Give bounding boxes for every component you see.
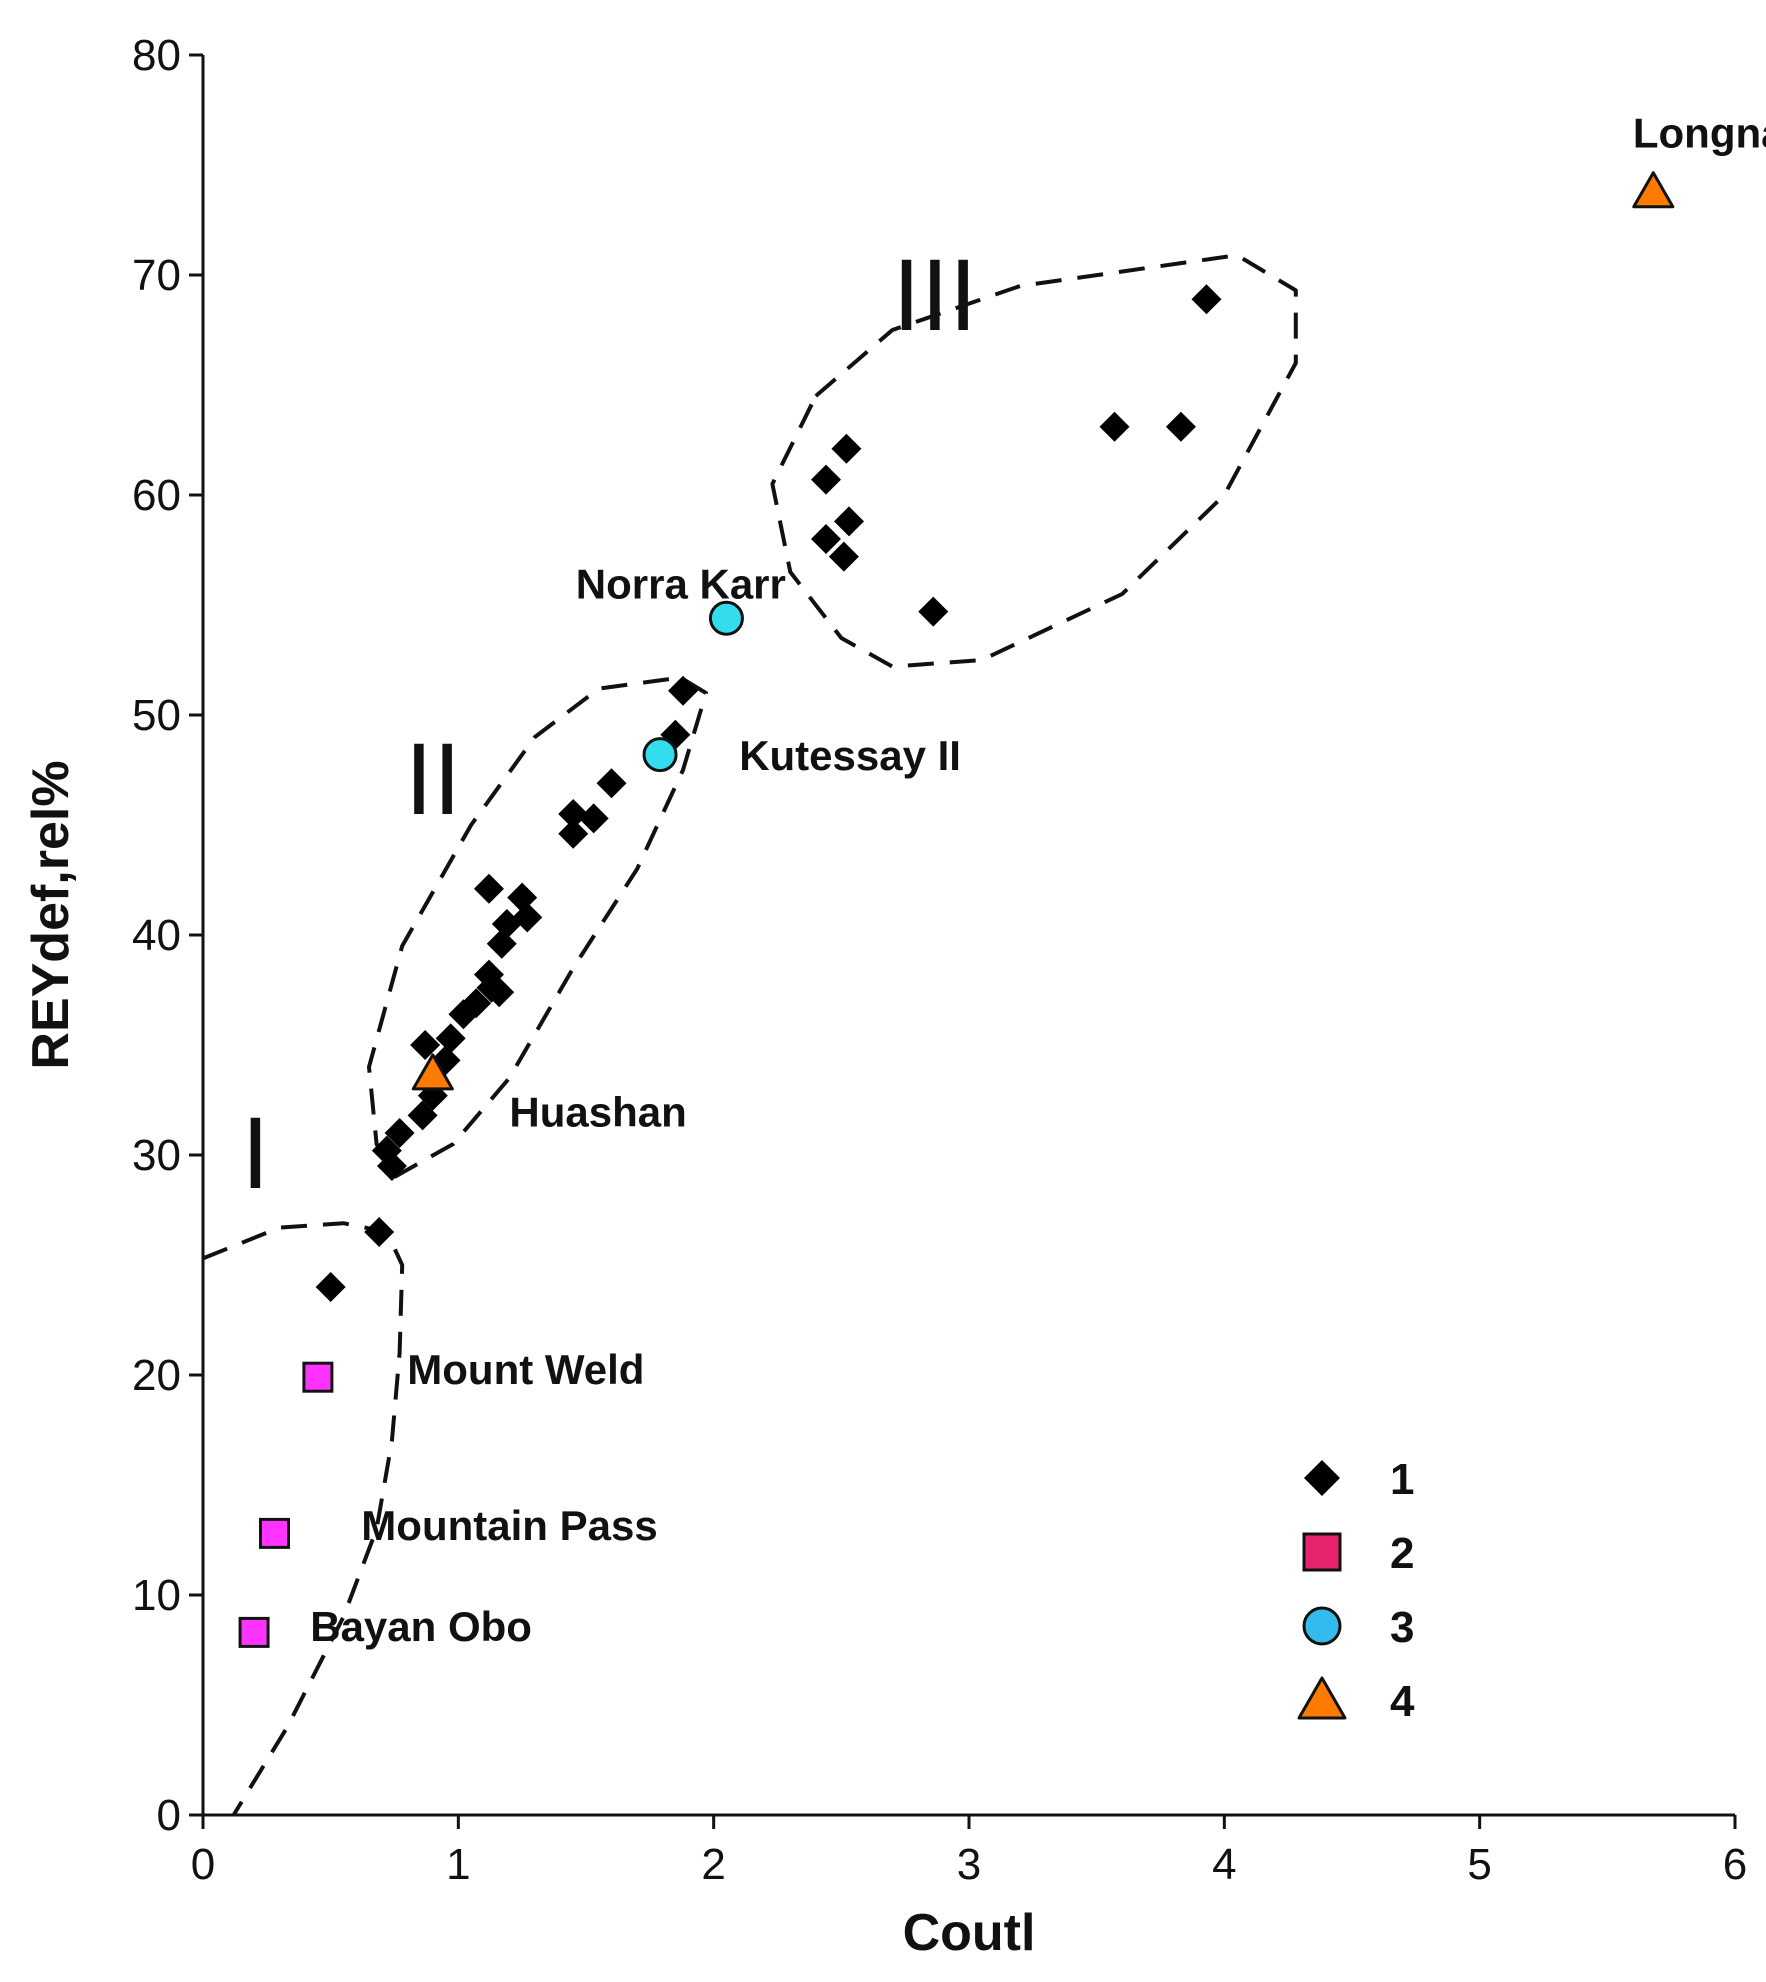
series-2-point — [238, 1616, 270, 1648]
series-4-point — [1632, 171, 1675, 209]
series-4-point — [411, 1053, 454, 1091]
x-tick-label: 0 — [191, 1840, 215, 1889]
region-I-boundary — [202, 1221, 405, 1817]
series-1-point — [811, 464, 842, 495]
series-1-point — [461, 988, 492, 1019]
series-1-point — [315, 1272, 346, 1302]
y-tick-label: 0 — [157, 1791, 181, 1840]
series-1-point — [435, 1023, 466, 1054]
annotation-label: Mountain Pass — [361, 1502, 657, 1549]
series-1-point — [668, 675, 699, 706]
x-axis-title: Coutl — [903, 1904, 1036, 1962]
x-tick-label: 4 — [1212, 1840, 1236, 1889]
series-1-point — [558, 818, 589, 849]
legend: 1 2 3 4 — [1297, 1455, 1415, 1726]
series-1-point — [410, 1030, 441, 1060]
annotation-label: Bayan Obo — [310, 1603, 532, 1650]
series-1-point — [384, 1118, 415, 1148]
series-1-point — [507, 882, 538, 913]
series-1-point — [578, 803, 609, 834]
legend-marker-2 — [1302, 1532, 1342, 1572]
y-tick-label: 20 — [132, 1351, 181, 1400]
region-III-label: III — [892, 241, 977, 353]
series-1-point — [596, 768, 627, 799]
x-tick-label: 2 — [701, 1840, 725, 1889]
annotation-label: Longnan — [1633, 109, 1766, 156]
series-1-point — [1191, 284, 1222, 315]
region-II-label: II — [405, 725, 462, 837]
legend-marker-3 — [1302, 1606, 1342, 1646]
annotation-label: Kutessay II — [739, 732, 961, 779]
point-annotations: Longnan Norra Karr Kutessay II Huashan Mount… — [310, 109, 1766, 1650]
legend-marker-1 — [1304, 1460, 1340, 1496]
region-III-boundary — [770, 253, 1298, 669]
y-tick-label: 30 — [132, 1131, 181, 1180]
series-3-point — [708, 600, 744, 636]
series-1-point — [558, 799, 589, 829]
series-1-point — [371, 1135, 402, 1166]
y-tick-label: 10 — [132, 1571, 181, 1620]
series-1-point — [833, 506, 864, 537]
series-1-point — [364, 1217, 395, 1247]
y-tick-label: 40 — [132, 911, 181, 960]
series-1-point — [1099, 411, 1130, 442]
x-tick-label: 1 — [446, 1840, 470, 1889]
region-I-label: I — [241, 1099, 269, 1211]
series-2-point — [302, 1361, 334, 1393]
legend-label-1: 1 — [1390, 1455, 1414, 1504]
annotation-label: Mount Weld — [407, 1346, 644, 1393]
series-1-point — [828, 541, 859, 572]
region-II-boundary — [367, 675, 708, 1179]
annotation-label: Norra Karr — [576, 560, 786, 607]
y-tick-label: 80 — [132, 31, 181, 80]
data-points — [238, 171, 1675, 1648]
y-tick-label: 70 — [132, 251, 181, 300]
series-1-point — [407, 1100, 438, 1131]
series-1-point — [1165, 411, 1196, 442]
series-2-point — [258, 1517, 290, 1549]
series-1-point — [918, 596, 949, 627]
y-tick-label: 60 — [132, 471, 181, 520]
x-tick-label: 5 — [1467, 1840, 1491, 1889]
y-axis-title: REYdef,rel% — [22, 760, 80, 1069]
series-1-point — [473, 959, 504, 990]
x-tick-label: 3 — [957, 1840, 981, 1889]
legend-marker-4 — [1297, 1676, 1347, 1720]
series-1-point — [811, 524, 842, 554]
series-1-point — [473, 873, 504, 904]
y-tick-label: 50 — [132, 691, 181, 740]
annotation-label: Huashan — [509, 1088, 686, 1135]
legend-label-2: 2 — [1390, 1529, 1414, 1578]
legend-label-3: 3 — [1390, 1603, 1414, 1652]
series-1-point — [831, 433, 862, 464]
series-3-point — [642, 737, 678, 773]
axis-ticks: 0 10 20 30 40 50 60 70 80 0 1 2 3 4 5 6 — [132, 31, 1747, 1889]
legend-label-4: 4 — [1390, 1677, 1415, 1726]
x-tick-label: 6 — [1723, 1840, 1747, 1889]
